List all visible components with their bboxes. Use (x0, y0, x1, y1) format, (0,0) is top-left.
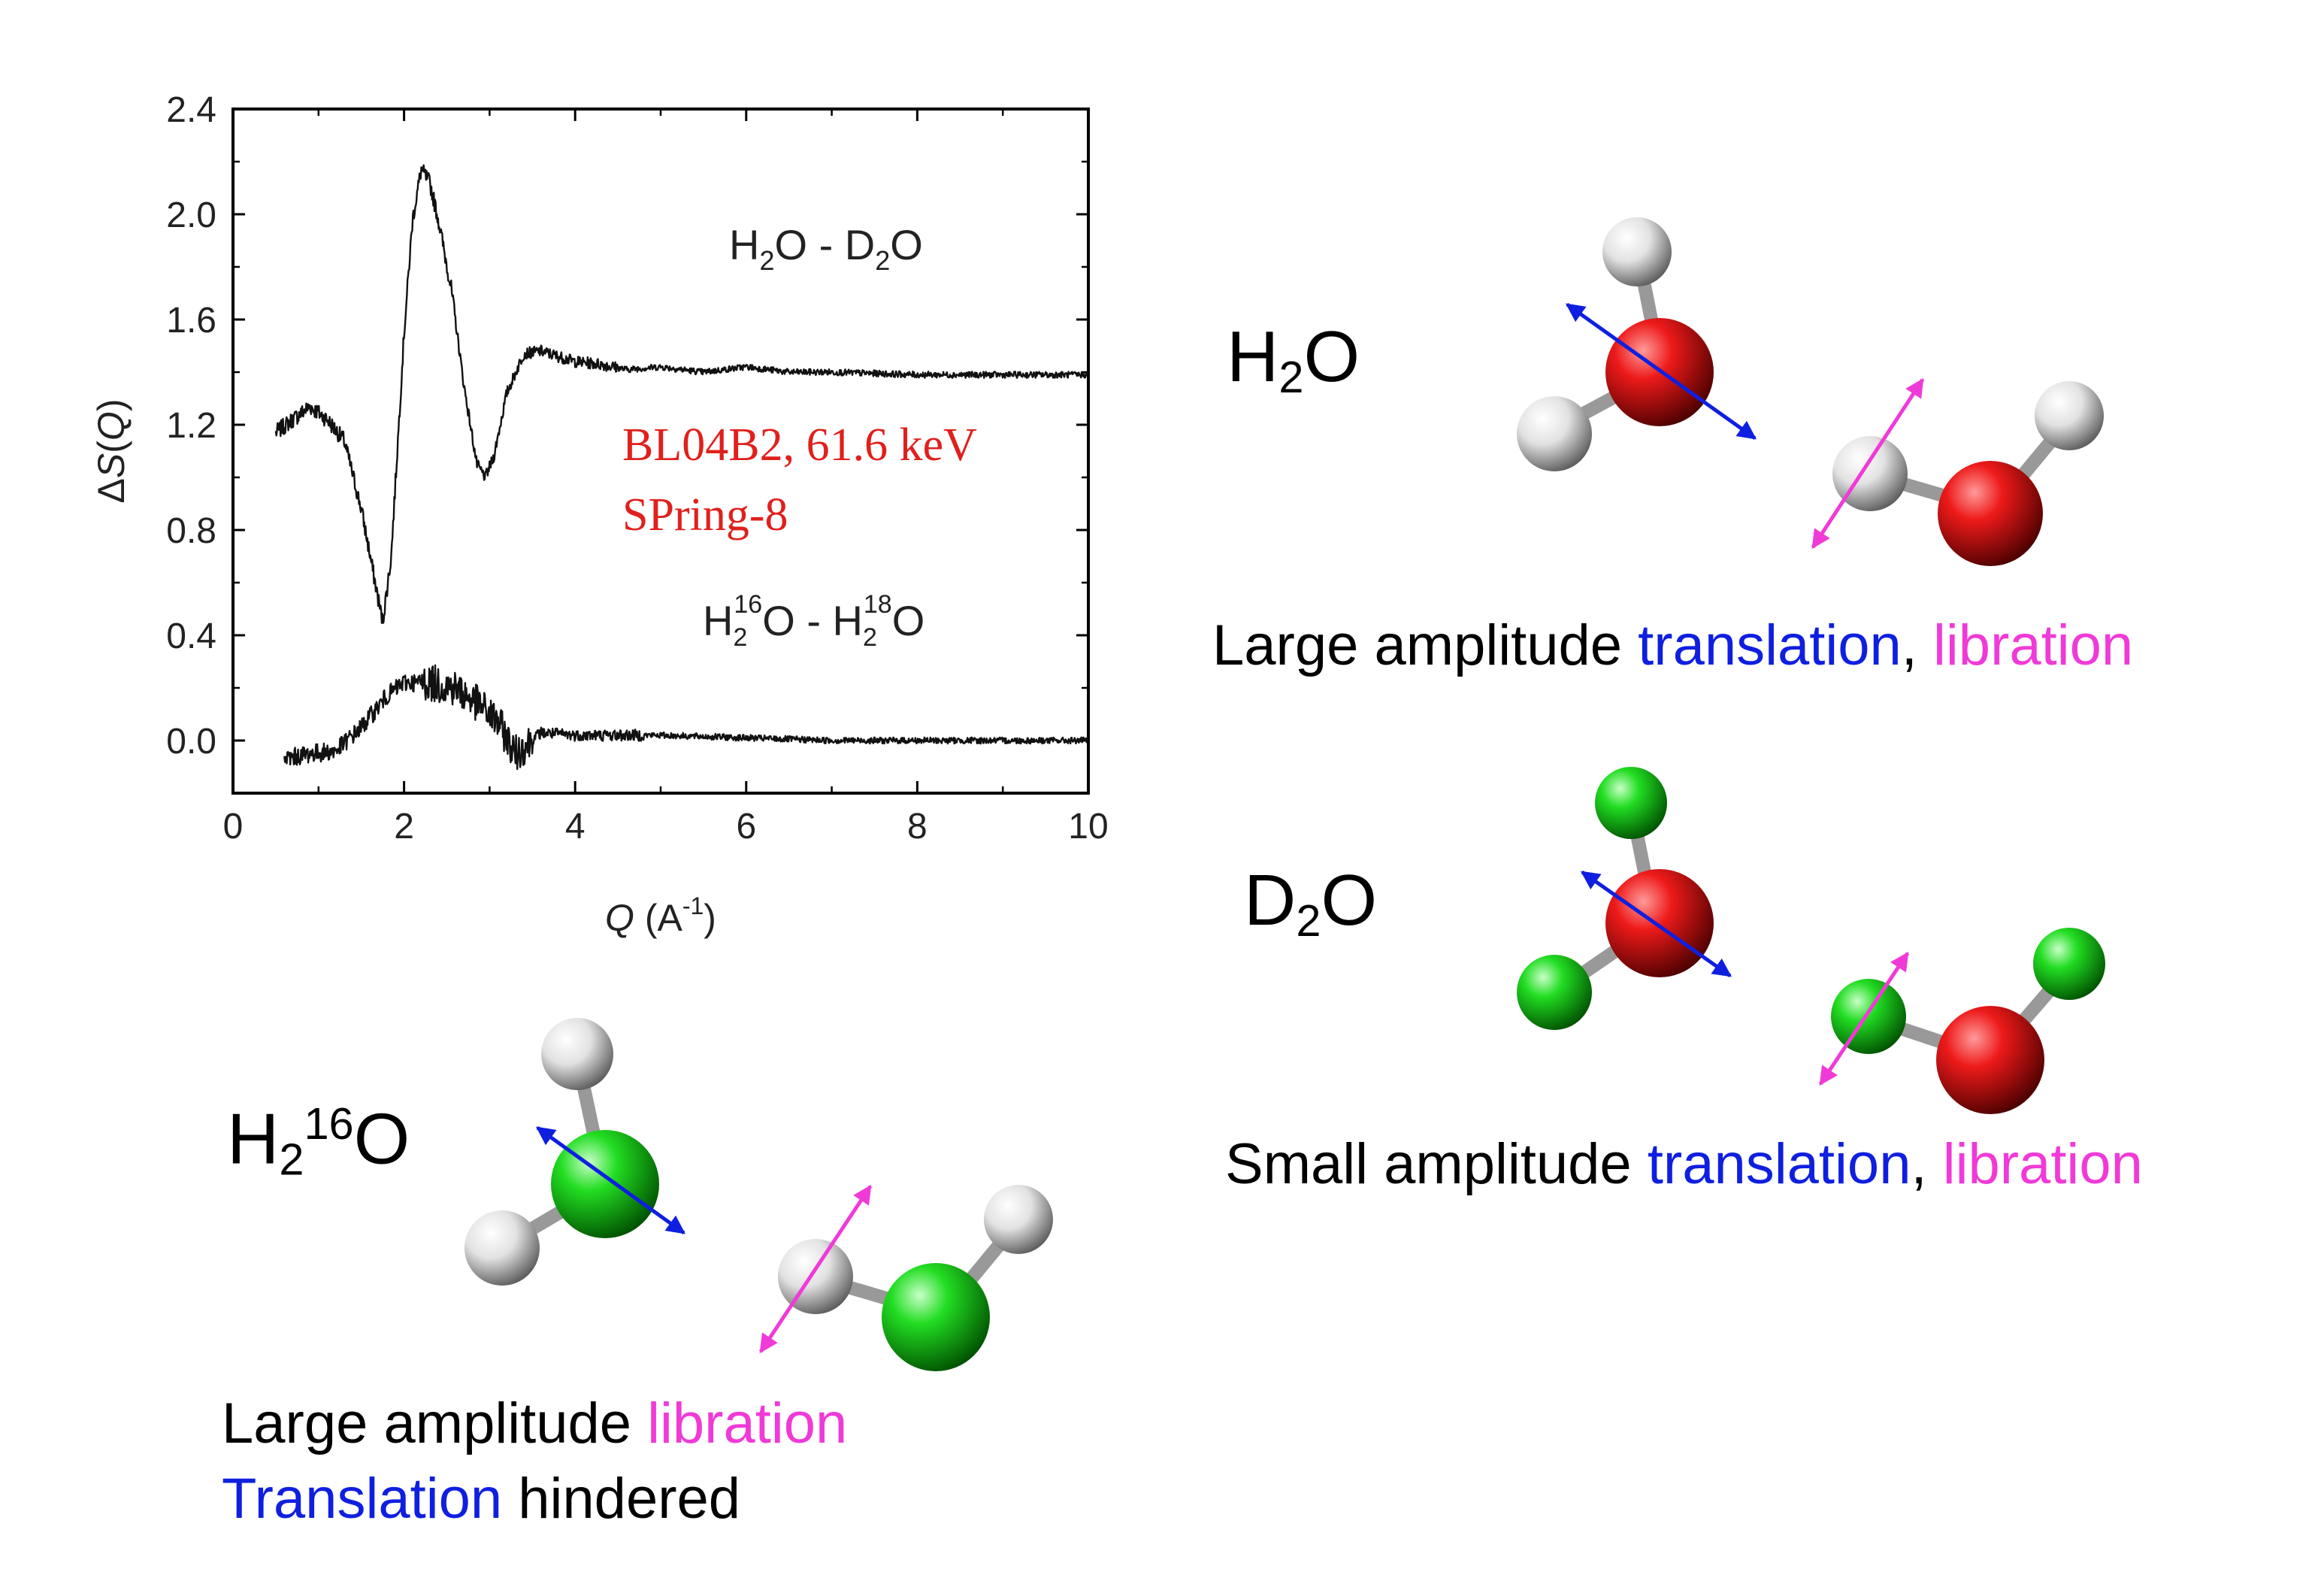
oxygen-atom (1605, 869, 1714, 977)
y-tick-label: 2.0 (166, 195, 216, 235)
y-tick-label: 0.8 (166, 511, 216, 551)
y-tick-label: 1.2 (166, 406, 216, 446)
d2o-title: D2O (1244, 860, 1378, 946)
series-line-2 (283, 664, 1089, 771)
h216o-molecules (464, 1018, 1053, 1371)
y-tick-label: 1.6 (166, 301, 216, 341)
translation-arrow (535, 1125, 686, 1235)
x-tick-label: 10 (1068, 807, 1108, 847)
x-axis-label: Q (A-1) (605, 892, 716, 939)
d2o-molecules (1517, 767, 2105, 1114)
hydrogen-atom (541, 1018, 613, 1090)
chart-area: 0 2 4 6 8 100.00.40.81.21.62.02.4 H2O - D2OH2… (90, 90, 1109, 939)
hydrogen-atom (778, 1239, 853, 1314)
h2o-molecules (1517, 217, 2104, 566)
translation-arrow (1565, 302, 1757, 441)
x-tick-label: 8 (907, 807, 927, 847)
series-label-h216o-h218o: H216O - H218O (703, 590, 924, 652)
series-line-1 (274, 164, 1089, 624)
y-axis-label: ΔS(Q) (90, 399, 132, 504)
translation-arrow (1580, 870, 1732, 978)
libration-arrow (1818, 951, 1910, 1086)
y-tick-label: 2.4 (166, 90, 216, 130)
y-tick-label: 0.0 (166, 722, 216, 762)
d2o-caption: Small amplitude translation, libration (1225, 1132, 2143, 1196)
libration-arrow (1811, 377, 1925, 550)
x-tick-label: 4 (565, 807, 586, 847)
series-labels: H2O - D2O H216O - H218O (703, 221, 924, 652)
h2o-caption: Large amplitude translation, libration (1212, 613, 2134, 677)
deuterium-atom (1595, 767, 1667, 839)
hydrogen-atom (984, 1185, 1053, 1254)
hydrogen-atom (464, 1210, 540, 1286)
hydrogen-atom (2035, 381, 2104, 450)
oxygen-atom (551, 1130, 659, 1238)
source-annotation-line2: SPring-8 (622, 489, 788, 541)
h216o-title: H216O (227, 1098, 410, 1185)
deuterium-atom (1831, 979, 1906, 1054)
h216o-caption-line1: Large amplitude libration (222, 1392, 848, 1455)
oxygen-atom (1938, 461, 2043, 566)
h216o-caption-line2: Translation hindered (222, 1467, 741, 1531)
oxygen-atom (1936, 1006, 2044, 1114)
x-tick-label: 6 (736, 807, 756, 847)
y-tick-label: 0.4 (166, 616, 216, 656)
x-tick-label: 0 (223, 807, 244, 847)
axis-ticks: 0 2 4 6 8 10 0.0 0.4 0.8 1.2 1.6 2.0 2.4 (166, 90, 1108, 847)
hydrogen-atom (1602, 217, 1672, 286)
libration-arrow (758, 1184, 873, 1354)
hydrogen-atom (1517, 396, 1592, 471)
h2o-title: H2O (1227, 317, 1360, 402)
source-annotation-line1: BL04B2, 61.6 keV (622, 419, 977, 471)
series-label-h2o-d2o: H2O - D2O (729, 221, 923, 276)
deuterium-atom (1517, 955, 1592, 1030)
series-group (274, 164, 1089, 771)
deuterium-atom (2033, 928, 2105, 1000)
oxygen-atom (882, 1263, 990, 1371)
x-tick-label: 2 (394, 807, 414, 847)
